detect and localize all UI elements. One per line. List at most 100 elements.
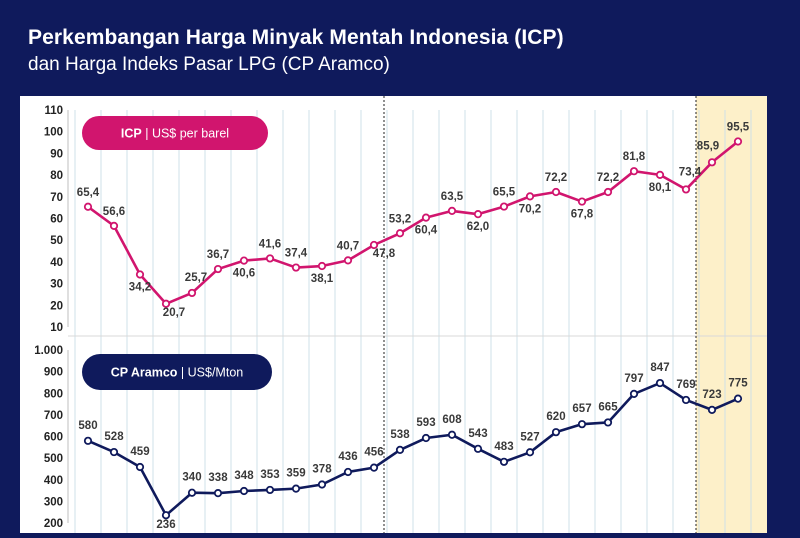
data-point [499, 457, 509, 466]
y-tick-label: 800 [44, 388, 63, 400]
y-tick-label: 20 [50, 300, 63, 312]
data-point [525, 192, 535, 201]
gridlines [68, 96, 767, 533]
data-point [83, 202, 93, 211]
y-tick-label: 500 [44, 453, 63, 465]
chart-title: Perkembangan Harga Minyak Mentah Indones… [28, 26, 564, 49]
data-label: 72,2 [597, 172, 619, 184]
data-point [291, 263, 301, 272]
data-point [447, 430, 457, 439]
chart-svg: 10 20 30 40 50 60 70 80 90 100 110 200 300 400 500 600 7… [34, 96, 767, 533]
data-point [213, 264, 223, 274]
data-label: 665 [598, 401, 618, 413]
data-label: 63,5 [441, 191, 464, 203]
data-point [707, 405, 717, 415]
data-point [473, 210, 483, 219]
data-label: 85,9 [697, 140, 719, 152]
series-layer [83, 137, 743, 520]
data-label: 40,6 [233, 268, 255, 280]
legend-badge-bold: CP Aramco [111, 366, 178, 380]
data-label: 36,7 [207, 249, 229, 261]
data-label: 353 [260, 469, 279, 481]
y-tick-label: 400 [44, 475, 63, 487]
series-line [87, 381, 739, 517]
data-point [577, 197, 587, 206]
y-tick-label: 10 [50, 322, 63, 334]
data-label: 527 [520, 431, 539, 443]
y-tick-label: 700 [44, 410, 63, 422]
chart-panel: 10 20 30 40 50 60 70 80 90 100 110 200 300 400 500 600 7… [20, 96, 767, 533]
data-point [629, 389, 639, 398]
data-label: 483 [494, 441, 513, 453]
y-tick-label: 100 [44, 127, 63, 139]
data-point [369, 463, 379, 472]
y-tick-label: 50 [50, 235, 63, 247]
data-point [109, 221, 119, 230]
data-label: 338 [208, 472, 228, 484]
y-tick-label: 200 [44, 518, 63, 530]
data-label: 81,8 [623, 151, 646, 163]
data-point [421, 433, 431, 443]
data-point [447, 206, 457, 216]
data-point [343, 256, 353, 265]
data-point [135, 462, 145, 472]
y-tick-label: 80 [50, 170, 63, 182]
data-labels: 65,456,6 34,2 20,7 25,736,7 40,6 41,6 37,4 38,1… [77, 121, 750, 531]
data-point [655, 378, 665, 388]
data-label: 797 [624, 373, 643, 385]
data-label: 37,4 [285, 248, 308, 260]
data-label: 359 [286, 468, 305, 480]
data-point [551, 187, 561, 197]
legend-badge-bold: ICP [121, 127, 142, 141]
data-point [395, 229, 405, 238]
data-point [239, 256, 249, 265]
data-point [343, 467, 353, 477]
y-tick-label: 30 [50, 279, 63, 291]
data-point [161, 511, 171, 520]
y-tick-label: 300 [44, 496, 63, 508]
data-label: 236 [156, 519, 175, 531]
data-point [135, 270, 145, 279]
data-label: 580 [78, 420, 97, 432]
y-tick-label: 600 [44, 432, 63, 444]
series-line [87, 140, 739, 306]
data-point [239, 486, 249, 496]
y-tick-label: 70 [50, 192, 63, 204]
data-point [187, 288, 197, 298]
data-label: 620 [546, 411, 565, 423]
data-label: 72,2 [545, 172, 567, 184]
data-label: 456 [364, 447, 383, 459]
highlight-area [696, 96, 767, 533]
data-label: 723 [702, 389, 721, 401]
data-label: 528 [104, 431, 124, 443]
legend-badge-unit: | US$ per barel [142, 127, 229, 141]
data-label: 40,7 [337, 240, 359, 252]
data-label: 60,4 [415, 225, 438, 237]
data-point [213, 489, 223, 498]
data-label: 340 [182, 472, 201, 484]
data-label: 20,7 [163, 307, 185, 319]
data-point [499, 202, 509, 211]
data-label: 593 [416, 417, 435, 429]
chart-subtitle: dan Harga Indeks Pasar LPG (CP Aramco) [28, 54, 390, 75]
data-label: 436 [338, 451, 357, 463]
legend-badge-text: CP Aramco | US$/Mton [111, 366, 244, 380]
data-label: 543 [468, 428, 487, 440]
background-layer [696, 96, 767, 533]
data-label: 62,0 [467, 221, 489, 233]
data-point [733, 394, 743, 403]
data-point [681, 395, 691, 405]
data-label: 378 [312, 464, 332, 476]
data-label: 80,1 [649, 182, 672, 194]
data-point [603, 418, 613, 427]
data-label: 73,4 [679, 166, 702, 178]
legend-badge [82, 116, 268, 150]
y-tick-label: 1.000 [34, 345, 63, 357]
data-point [655, 170, 665, 179]
data-point [265, 485, 275, 495]
data-point [395, 445, 405, 455]
data-point [109, 447, 119, 457]
data-point [421, 213, 431, 222]
data-point [473, 444, 483, 453]
data-label: 608 [442, 414, 462, 426]
